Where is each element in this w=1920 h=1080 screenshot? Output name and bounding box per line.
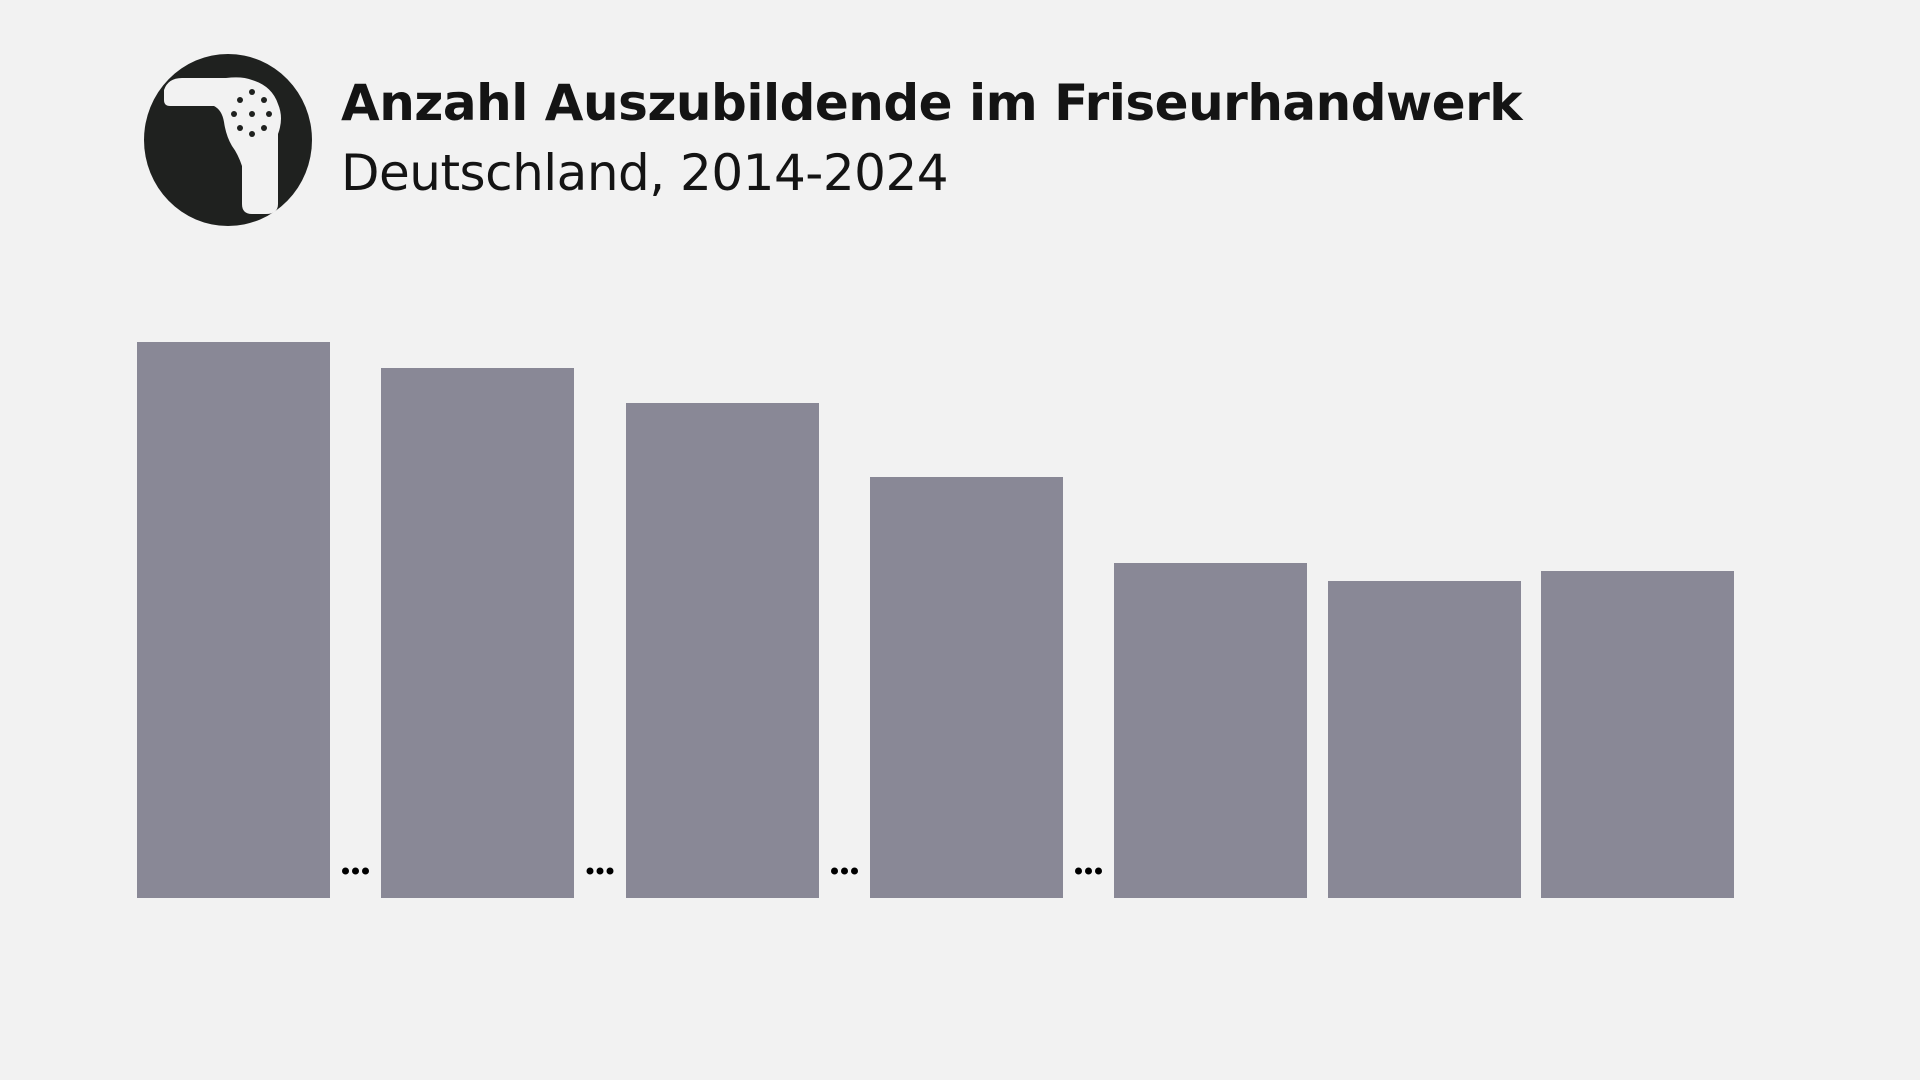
axis-break-marker (342, 867, 369, 875)
bar-1 (137, 342, 330, 898)
axis-break-marker (831, 867, 858, 875)
axis-break-marker (1075, 867, 1102, 875)
bar-6 (1328, 581, 1521, 898)
bar-7 (1541, 571, 1734, 898)
bar-3 (626, 403, 819, 898)
chart-subtitle: Deutschland, 2014-2024 (341, 144, 949, 202)
bar-4 (870, 477, 1063, 898)
bar-5 (1114, 563, 1307, 898)
bar-2 (381, 368, 574, 898)
chart-title: Anzahl Auszubildende im Friseurhandwerk (341, 74, 1523, 132)
hair-dryer-icon (144, 54, 312, 226)
axis-break-marker (586, 867, 614, 875)
